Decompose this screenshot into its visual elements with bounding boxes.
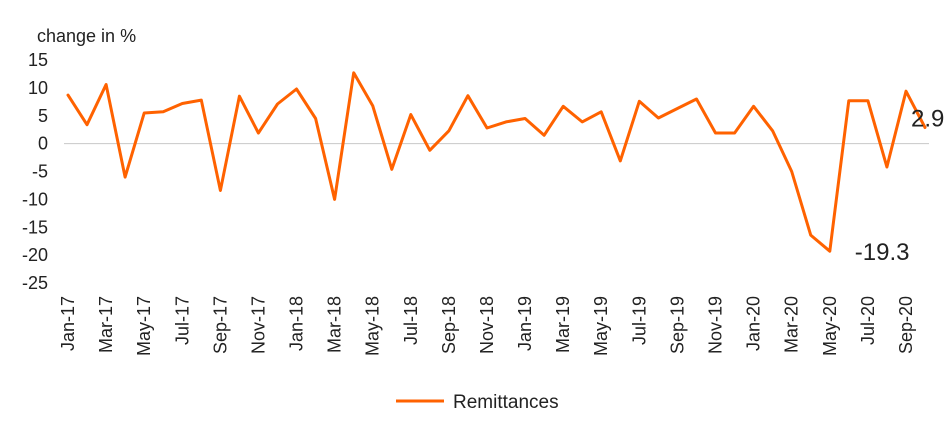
y-tick-label: 10 — [28, 78, 48, 98]
data-point-feb-17 — [86, 123, 89, 126]
x-axis-tick-labels: Jan-17 Mar-17 May-17 Jul-17 Sep-17 Nov-17 Jan-… — [58, 296, 916, 356]
x-tick-label: Jul-19 — [629, 296, 649, 345]
data-point-dec-19 — [733, 132, 736, 135]
data-point-apr-18 — [352, 71, 355, 74]
data-point-jan-18 — [295, 88, 298, 91]
annotation-label: 2.9 — [911, 105, 944, 132]
x-tick-label: Mar-18 — [325, 296, 345, 353]
legend-label-remittances: Remittances — [453, 392, 559, 413]
x-tick-label: Jan-17 — [58, 296, 78, 351]
data-point-jan-20 — [752, 105, 755, 108]
x-tick-label: Mar-17 — [96, 296, 116, 353]
data-point-aug-20 — [885, 166, 888, 169]
data-point-sep-18 — [447, 129, 450, 132]
x-tick-label: May-18 — [363, 296, 383, 356]
data-point-mar-20 — [790, 170, 793, 173]
data-point-jun-20 — [847, 99, 850, 102]
y-axis-title: change in % — [37, 26, 136, 46]
data-point-sep-20 — [905, 90, 908, 93]
chart-legend: Remittances — [396, 392, 559, 413]
y-tick-label: 5 — [38, 106, 48, 126]
x-tick-label: Sep-18 — [439, 296, 459, 354]
data-point-dec-18 — [505, 120, 508, 123]
data-point-sep-19 — [676, 107, 679, 110]
data-point-jan-19 — [524, 117, 527, 120]
data-point-feb-18 — [314, 117, 317, 120]
data-point-may-17 — [143, 112, 146, 115]
x-tick-label: Sep-19 — [667, 296, 687, 354]
data-point-jun-17 — [162, 110, 165, 113]
x-tick-label: Jul-18 — [401, 296, 421, 345]
data-point-oct-17 — [238, 95, 241, 98]
data-point-aug-17 — [200, 99, 203, 102]
x-tick-label: Jan-19 — [515, 296, 535, 351]
data-point-apr-20 — [809, 234, 812, 237]
y-tick-label: -25 — [22, 273, 48, 293]
data-point-may-19 — [600, 110, 603, 113]
x-tick-label: Jul-20 — [858, 296, 878, 345]
x-tick-label: Nov-18 — [477, 296, 497, 354]
data-point-aug-18 — [428, 149, 431, 152]
data-point-nov-18 — [486, 127, 489, 130]
y-axis-tick-labels: 15 10 5 0 -5 -10 -15 -20 -25 — [22, 50, 48, 293]
remittances-data-points — [67, 71, 927, 252]
y-tick-label: 0 — [38, 134, 48, 154]
data-point-jul-17 — [181, 102, 184, 105]
data-point-mar-17 — [105, 83, 108, 86]
data-point-dec-17 — [276, 103, 279, 106]
data-point-sep-17 — [219, 189, 222, 192]
data-point-jun-18 — [390, 168, 393, 171]
x-tick-label: May-20 — [820, 296, 840, 356]
data-point-apr-17 — [124, 176, 127, 179]
x-tick-label: Sep-20 — [896, 296, 916, 354]
data-point-oct-19 — [695, 98, 698, 101]
data-point-nov-17 — [257, 132, 260, 135]
y-tick-label: -5 — [32, 162, 48, 182]
data-point-aug-19 — [657, 117, 660, 120]
x-tick-label: Jul-17 — [172, 296, 192, 345]
y-tick-label: 15 — [28, 50, 48, 70]
x-tick-label: Jan-20 — [744, 296, 764, 351]
data-point-may-18 — [371, 104, 374, 107]
data-point-jul-18 — [409, 113, 412, 116]
x-tick-label: Mar-19 — [553, 296, 573, 353]
value-annotations: 2.9 -19.3 — [855, 105, 945, 266]
data-point-jan-17 — [67, 94, 70, 97]
remittances-series-line — [66, 71, 927, 253]
y-tick-label: -10 — [22, 189, 48, 209]
data-point-jul-19 — [638, 100, 641, 103]
x-tick-label: Mar-20 — [782, 296, 802, 353]
data-point-apr-19 — [581, 120, 584, 123]
x-tick-label: Sep-17 — [210, 296, 230, 354]
x-tick-label: May-17 — [134, 296, 154, 356]
data-point-mar-19 — [562, 105, 565, 108]
y-tick-label: -20 — [22, 245, 48, 265]
x-tick-label: Nov-19 — [706, 296, 726, 354]
data-point-jun-19 — [619, 159, 622, 162]
annotation-label: -19.3 — [855, 239, 910, 266]
data-point-nov-19 — [714, 132, 717, 135]
data-point-mar-18 — [333, 198, 336, 201]
x-tick-label: Jan-18 — [287, 296, 307, 351]
data-point-feb-20 — [771, 129, 774, 132]
data-point-oct-18 — [466, 94, 469, 97]
data-point-may-20 — [828, 250, 831, 253]
x-tick-label: May-19 — [591, 296, 611, 356]
data-point-jul-20 — [866, 99, 869, 102]
data-point-feb-19 — [543, 134, 546, 137]
y-tick-label: -15 — [22, 217, 48, 237]
x-tick-label: Nov-17 — [248, 296, 268, 354]
